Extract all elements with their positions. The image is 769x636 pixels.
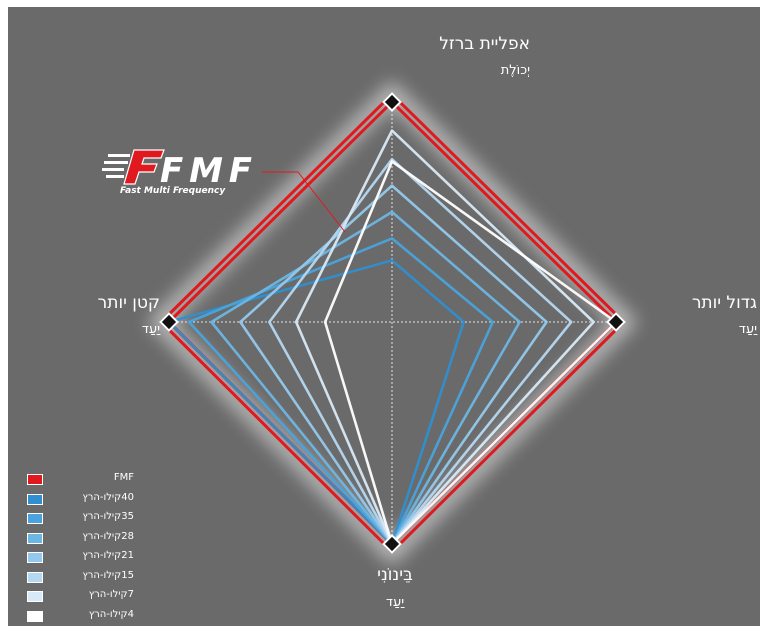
legend-label: 28קילו-הרץ: [82, 531, 134, 542]
legend-item: 21קילו-הרץ: [24, 550, 134, 564]
legend-item: 28קילו-הרץ: [24, 531, 134, 545]
legend-swatch: [27, 552, 43, 563]
legend-item: 15קילו-הרץ: [24, 570, 134, 584]
legend-item: FMF: [24, 472, 134, 486]
legend-item: 4קילו-הרץ: [24, 609, 134, 623]
legend-swatch: [27, 474, 43, 485]
legend-item: 35קילו-הרץ: [24, 511, 134, 525]
legend-label: 35קילו-הרץ: [82, 511, 134, 522]
legend-swatch: [27, 611, 43, 622]
legend-swatch: [27, 591, 43, 602]
legend-label: FMF: [114, 472, 134, 483]
legend-label: 40קילו-הרץ: [82, 492, 134, 503]
legend-swatch: [27, 572, 43, 583]
legend-swatch: [27, 533, 43, 544]
legend-label: 15קילו-הרץ: [82, 570, 134, 581]
legend-item: 7קילו-הרץ: [24, 589, 134, 603]
legend-label: 21קילו-הרץ: [82, 550, 134, 561]
legend-label: 4קילו-הרץ: [89, 609, 134, 620]
legend-item: 40קילו-הרץ: [24, 492, 134, 506]
legend-swatch: [27, 494, 43, 505]
legend-label: 7קילו-הרץ: [89, 589, 134, 600]
legend-swatch: [27, 513, 43, 524]
